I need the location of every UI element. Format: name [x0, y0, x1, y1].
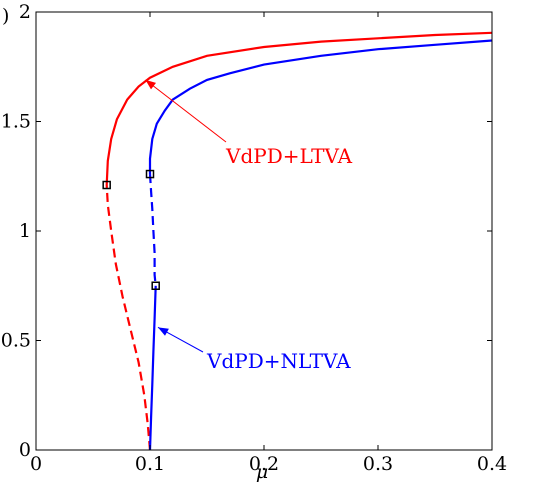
nltva-unstable-branch	[148, 174, 157, 286]
bifurcation-marker	[151, 281, 160, 290]
ltva-arrow-head	[145, 79, 156, 90]
nltva-stable-lower-branch	[148, 285, 157, 451]
y-tick-label: 1.5	[1, 111, 31, 133]
y-tick-label: 1	[19, 220, 31, 242]
curves-layer	[105, 31, 493, 451]
bifurcation-marker	[102, 180, 111, 190]
x-tick-label: 0.4	[477, 453, 507, 475]
y-tick-label: 2	[19, 1, 31, 23]
markers-layer	[102, 169, 160, 290]
y-axis-label-fragment: )	[2, 5, 9, 27]
labels-layer: 0 0.1 0.2 0.3 0.4 0 0.5 1 1.5 2 μ)	[1, 1, 507, 483]
ltva-arrow-line	[145, 79, 227, 143]
x-tick-label: 0.1	[135, 453, 165, 475]
ltva-stable-branch	[105, 31, 493, 186]
x-tick-label: 0	[30, 453, 42, 475]
x-tick-label: 0.2	[249, 453, 279, 475]
nltva-stable-upper-branch	[148, 39, 493, 175]
annotations-layer: VdPD+LTVA VdPD+NLTVA	[145, 79, 353, 373]
y-tick-label: 0.5	[1, 330, 31, 352]
x-tick-label: 0.3	[363, 453, 393, 475]
bifurcation-marker	[145, 169, 155, 179]
nltva-arrow-head	[157, 327, 169, 336]
ticks-layer	[35, 11, 493, 451]
nltva-annotation-label: VdPD+NLTVA	[206, 349, 351, 373]
y-tick-label: 0	[19, 439, 31, 461]
ltva-annotation-label: VdPD+LTVA	[225, 144, 353, 168]
x-axis-label: μ	[256, 461, 268, 482]
